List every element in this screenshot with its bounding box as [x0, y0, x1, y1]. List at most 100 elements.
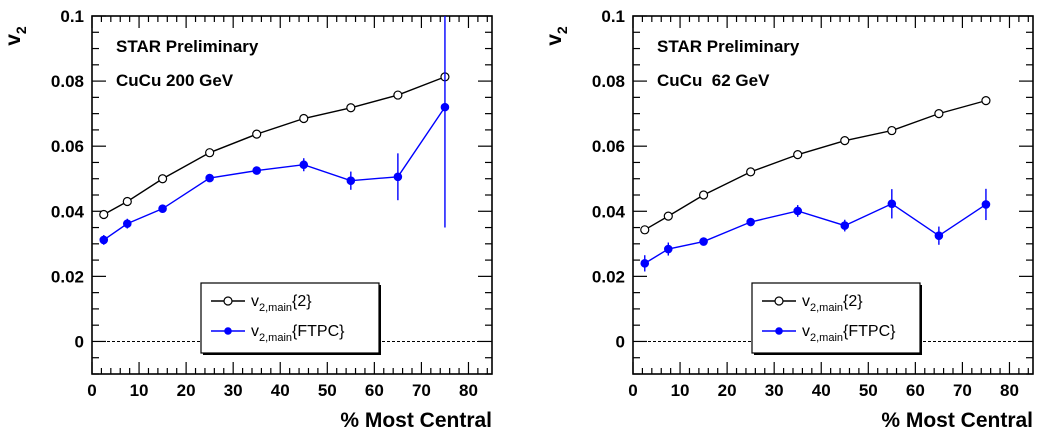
- y-tick-label: 0.1: [601, 7, 625, 26]
- data-point: [840, 136, 850, 146]
- y-tick-label: 0.04: [592, 202, 626, 221]
- series-v2-two-particle: [640, 96, 991, 235]
- x-tick-label: 70: [953, 381, 972, 400]
- y-axis-title-sub: 2: [13, 26, 29, 34]
- series-v2-two-particle: [99, 72, 450, 220]
- y-tick-label: 0: [616, 332, 625, 351]
- legend-box: [751, 282, 921, 354]
- data-point: [934, 109, 944, 119]
- data-point: [122, 196, 132, 207]
- y-axis-title: v2: [2, 26, 29, 46]
- data-point: [252, 166, 262, 175]
- data-point: [640, 225, 650, 235]
- data-point: [299, 113, 309, 124]
- x-tick-label: 10: [130, 381, 149, 400]
- y-axis-title-sub: 2: [554, 26, 570, 34]
- annotation-text: CuCu 62 GeV: [657, 71, 770, 90]
- data-point: [793, 206, 803, 216]
- x-tick-label: 60: [906, 381, 925, 400]
- legend-label-suffix: {FTPC}: [843, 323, 896, 340]
- chart-panel-2: 0 10 20 30 40 50 60 70 8000.020.040.060.080.1v2%…: [543, 7, 1034, 432]
- annotation-text: CuCu 200 GeV: [116, 71, 234, 90]
- x-tick-label: 0: [628, 381, 637, 400]
- series-line: [644, 202, 987, 264]
- x-tick-label: 10: [671, 381, 690, 400]
- legend-label-sub: 2,main: [810, 302, 843, 314]
- x-tick-label: 80: [459, 381, 478, 400]
- data-point: [205, 148, 215, 158]
- data-point: [122, 219, 132, 228]
- legend-label-main: v: [251, 293, 259, 310]
- data-point: [393, 172, 403, 182]
- legend-label-sub: 2,main: [259, 302, 292, 314]
- chart-panel-1: 0 10 20 30 40 50 60 70 8000.020.040.060.080.1v2%…: [2, 7, 493, 432]
- x-tick-label: 0: [87, 381, 96, 400]
- y-tick-label: 0.08: [592, 72, 625, 91]
- x-tick-label: 70: [412, 381, 431, 400]
- data-point: [698, 190, 709, 200]
- legend-label-main: v: [251, 323, 259, 340]
- y-tick-label: 0.06: [51, 137, 84, 156]
- annotation-text: STAR Preliminary: [116, 37, 259, 56]
- series-line: [103, 106, 446, 241]
- data-point: [887, 125, 897, 136]
- data-point: [981, 200, 991, 209]
- legend-label-main: v: [802, 293, 810, 310]
- data-point: [299, 160, 309, 170]
- y-axis-title-main: v: [2, 34, 25, 46]
- y-axis-title: v2: [543, 26, 570, 46]
- annotation-text: STAR Preliminary: [657, 37, 800, 56]
- data-point: [158, 204, 167, 213]
- data-point: [663, 211, 673, 221]
- y-tick-label: 0.02: [51, 267, 84, 286]
- data-point: [157, 174, 168, 184]
- y-tick-label: 0: [75, 332, 84, 351]
- legend-label-main: v: [802, 323, 810, 340]
- series-v2-ftpc: [640, 188, 991, 272]
- legend-box: [200, 282, 380, 354]
- x-axis-title: % Most Central: [881, 409, 1033, 432]
- data-point: [99, 235, 109, 245]
- data-point: [346, 103, 356, 113]
- data-point: [840, 221, 850, 230]
- x-tick-label: 20: [718, 381, 737, 400]
- x-tick-label: 80: [1000, 381, 1019, 400]
- legend-label-suffix: {2}: [292, 293, 312, 310]
- data-point: [746, 217, 755, 227]
- data-point: [793, 150, 803, 160]
- legend: v2,main{2}v2,main{FTPC}: [200, 282, 381, 355]
- x-tick-label: 50: [318, 381, 337, 400]
- x-tick-label: 40: [812, 381, 831, 400]
- y-tick-label: 0.04: [51, 202, 85, 221]
- x-tick-label: 50: [859, 381, 878, 400]
- legend-label-suffix: {FTPC}: [292, 323, 345, 340]
- y-axis-title-main: v: [543, 34, 566, 46]
- data-point: [663, 244, 673, 254]
- series-line: [103, 76, 446, 216]
- legend-label: v2,main{2}: [802, 293, 863, 314]
- data-point: [934, 231, 944, 240]
- legend-marker: [224, 327, 232, 335]
- legend: v2,main{2}v2,main{FTPC}: [751, 282, 922, 355]
- x-axis-title: % Most Central: [340, 409, 492, 432]
- x-tick-label: 60: [365, 381, 384, 400]
- x-tick-label: 20: [177, 381, 196, 400]
- data-point: [440, 102, 450, 112]
- legend-marker: [775, 327, 783, 335]
- data-point: [746, 167, 756, 177]
- x-tick-label: 30: [224, 381, 243, 400]
- y-tick-label: 0.06: [592, 137, 625, 156]
- series-v2-ftpc: [99, 16, 450, 245]
- legend-label: v2,main{FTPC}: [802, 323, 896, 344]
- y-tick-label: 0.1: [60, 7, 84, 26]
- data-point: [699, 237, 708, 246]
- series-line: [644, 99, 987, 231]
- legend-label-sub: 2,main: [259, 332, 292, 344]
- legend-label-sub: 2,main: [810, 332, 843, 344]
- data-point: [99, 209, 109, 220]
- legend-label-suffix: {2}: [843, 293, 863, 310]
- legend-label: v2,main{FTPC}: [251, 323, 345, 344]
- y-tick-label: 0.08: [51, 72, 84, 91]
- data-point: [640, 259, 650, 268]
